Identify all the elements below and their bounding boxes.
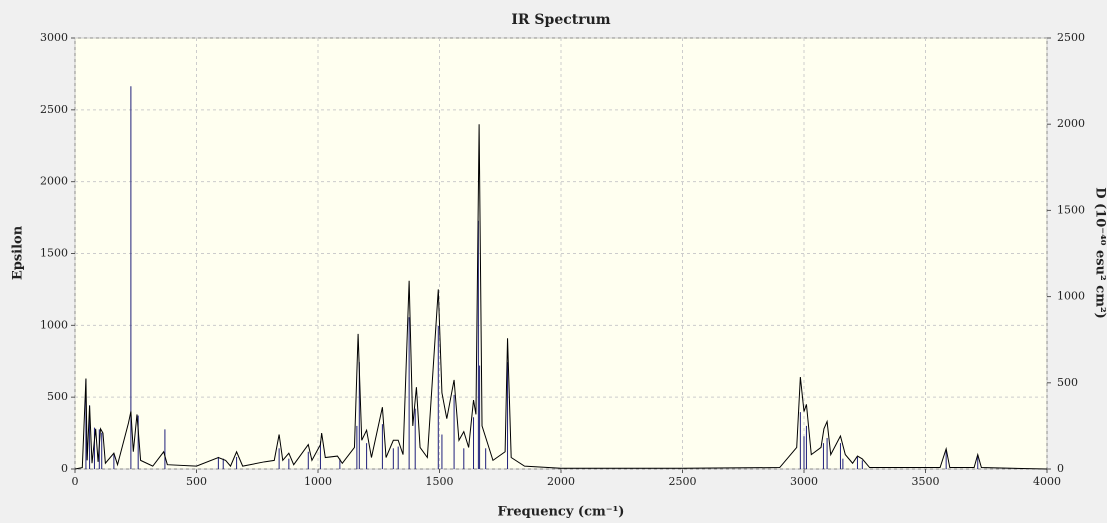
x-tick-label: 1000 [304, 475, 332, 488]
y-tick-label: 1000 [40, 318, 68, 331]
x-tick-label: 3500 [912, 475, 940, 488]
y-tick-label: 1500 [40, 247, 68, 260]
y2-axis-label: D (10⁻⁴⁰ esu² cm²) [1093, 187, 1107, 319]
y2-tick-label: 2500 [1057, 31, 1085, 44]
x-tick-label: 4000 [1033, 475, 1061, 488]
y-tick-label: 3000 [40, 31, 68, 44]
y-tick-label: 500 [47, 390, 68, 403]
x-tick-label: 3000 [790, 475, 818, 488]
y2-tick-label: 500 [1057, 376, 1078, 389]
y-tick-label: 0 [61, 462, 68, 475]
x-axis-label: Frequency (cm⁻¹) [498, 505, 625, 520]
x-tick-label: 2000 [547, 475, 575, 488]
x-tick-label: 0 [72, 475, 79, 488]
y2-tick-label: 1500 [1057, 203, 1085, 216]
y2-tick-label: 0 [1057, 462, 1064, 475]
x-tick-label: 2500 [669, 475, 697, 488]
y-axis-label: Epsilon [11, 225, 26, 280]
x-tick-label: 500 [186, 475, 207, 488]
x-tick-label: 1500 [426, 475, 454, 488]
y2-tick-label: 1000 [1057, 290, 1085, 303]
spectrum-line [74, 124, 1048, 470]
y-tick-label: 2000 [40, 175, 68, 188]
y2-tick-label: 2000 [1057, 117, 1085, 130]
chart-title: IR Spectrum [511, 12, 610, 28]
y-tick-label: 2500 [40, 103, 68, 116]
